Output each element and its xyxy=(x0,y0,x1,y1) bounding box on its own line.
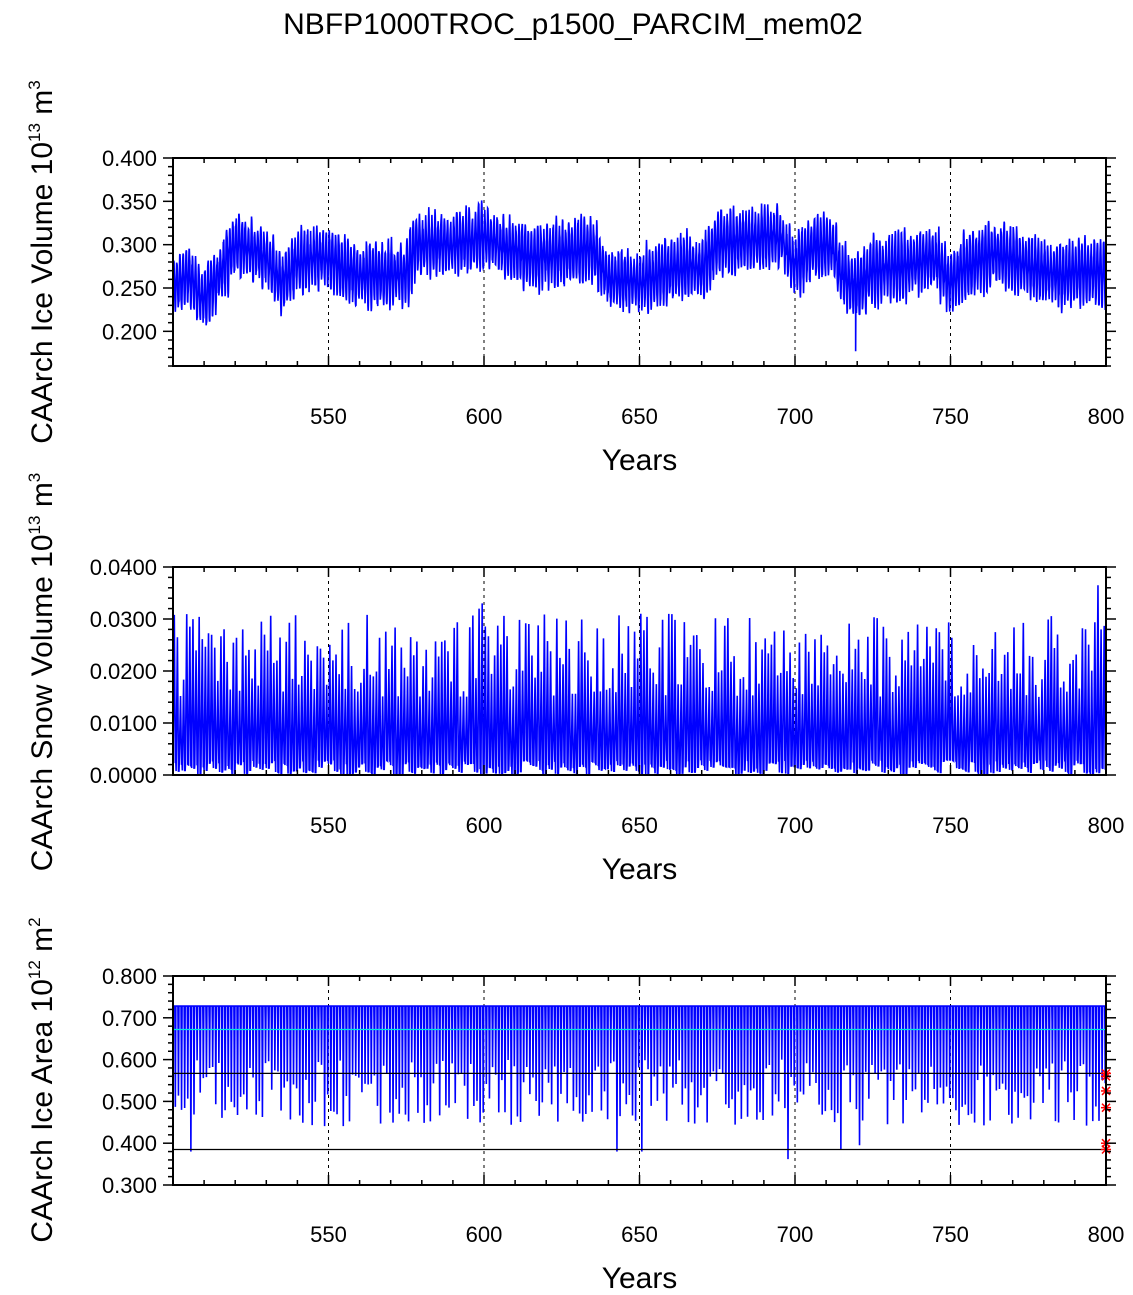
x-tick-label: 550 xyxy=(310,404,347,429)
panel-snow-volume: 550 600 650 700 750 800 0.0000 0.0100 0.0200 0.03… xyxy=(25,473,1124,886)
y-tick-label: 0.350 xyxy=(102,189,157,214)
x-tick-label: 750 xyxy=(932,1222,969,1247)
x-tick-label: 750 xyxy=(932,813,969,838)
y-tick-label: 0.0300 xyxy=(90,607,157,632)
y-tick-label: 0.0100 xyxy=(90,711,157,736)
y-tick-label: 0.400 xyxy=(102,1131,157,1156)
y-tick-label: 0.400 xyxy=(102,146,157,171)
y-tick-label: 0.700 xyxy=(102,1006,157,1031)
series-line xyxy=(173,200,1106,352)
y-tick-label: 0.0400 xyxy=(90,555,157,580)
x-axis-title: Years xyxy=(602,853,678,886)
x-tick-label: 800 xyxy=(1088,404,1125,429)
x-axis-title: Years xyxy=(602,444,678,477)
x-tick-label: 600 xyxy=(466,813,503,838)
x-axis-title: Years xyxy=(602,1262,678,1295)
y-tick-label: 0.300 xyxy=(102,1173,157,1198)
panel-ice-area: 550 600 650 700 750 800 0.300 0.400 0.500 0.600 0.… xyxy=(25,917,1124,1295)
y-tick-label: 0.600 xyxy=(102,1048,157,1073)
x-tick-label: 550 xyxy=(310,813,347,838)
y-tick-label: 0.300 xyxy=(102,233,157,258)
x-tick-label: 700 xyxy=(777,404,814,429)
y-tick-label: 0.0200 xyxy=(90,659,157,684)
x-tick-label: 700 xyxy=(777,813,814,838)
y-axis-title: CAArch Ice Area 1012 m2 xyxy=(25,917,59,1242)
y-tick-label: 0.250 xyxy=(102,276,157,301)
panel-ice-volume: 550 600 650 700 750 800 0.200 0.250 0.300 0.350 0.… xyxy=(25,80,1124,477)
x-tick-label: 700 xyxy=(777,1222,814,1247)
x-tick-label: 550 xyxy=(310,1222,347,1247)
x-tick-label: 800 xyxy=(1088,1222,1125,1247)
y-tick-label: 0.800 xyxy=(102,964,157,989)
x-tick-label: 600 xyxy=(466,1222,503,1247)
y-tick-label: 0.500 xyxy=(102,1089,157,1114)
y-tick-label: 0.0000 xyxy=(90,763,157,788)
figure-title: NBFP1000TROC_p1500_PARCIM_mem02 xyxy=(283,8,863,41)
y-axis-title: CAArch Ice Volume 1013 m3 xyxy=(25,80,59,444)
series-line xyxy=(173,1005,1106,1160)
x-tick-label: 650 xyxy=(621,404,658,429)
x-tick-label: 600 xyxy=(466,404,503,429)
x-tick-label: 750 xyxy=(932,404,969,429)
x-tick-label: 650 xyxy=(621,813,658,838)
y-tick-label: 0.200 xyxy=(102,319,157,344)
x-tick-label: 800 xyxy=(1088,813,1125,838)
x-tick-label: 650 xyxy=(621,1222,658,1247)
y-axis-title: CAArch Snow Volume 1013 m3 xyxy=(25,473,59,872)
